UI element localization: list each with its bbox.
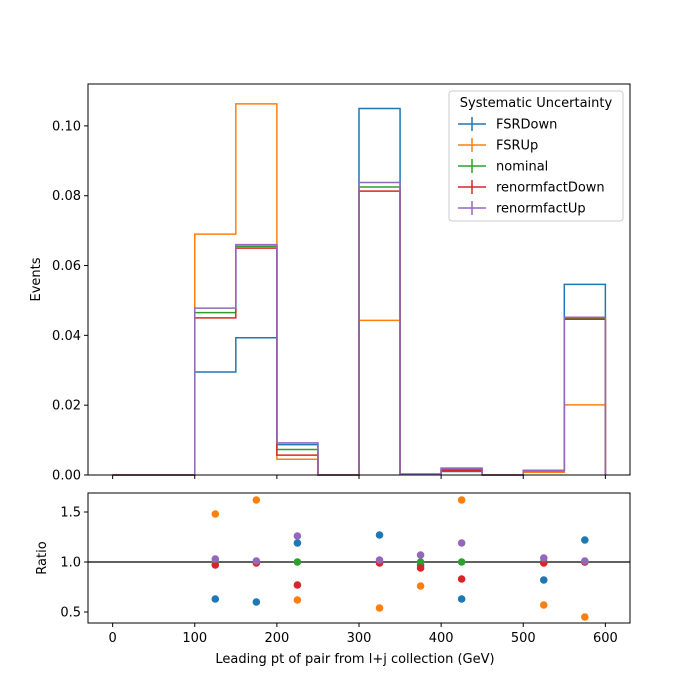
ratio-point — [252, 598, 261, 606]
legend-label: FSRDown — [496, 118, 557, 133]
bottom-plot-area — [88, 493, 630, 623]
legend-entry-FSRDown: FSRDown — [458, 117, 557, 133]
ratio-point — [581, 557, 589, 565]
ratio-point — [539, 554, 548, 562]
top-y-tick-label: 0.08 — [52, 189, 81, 204]
ratio-point — [416, 582, 425, 590]
ratio-point — [581, 536, 589, 544]
legend-entry-renormfactDown: renormfactDown — [458, 180, 605, 196]
ratio-point — [375, 604, 384, 612]
legend-label: renormfactDown — [496, 181, 605, 196]
bottom-y-tick-label: 1.0 — [60, 556, 81, 571]
legend: Systematic Uncertainty FSRDown FSRUp nomin… — [448, 90, 624, 222]
ratio-point — [211, 555, 220, 563]
legend-entry-FSRUp: FSRUp — [458, 138, 538, 154]
legend-title: Systematic Uncertainty — [460, 96, 613, 111]
ratio-point — [293, 596, 302, 604]
bottom-x-tick-label: 0 — [108, 631, 116, 646]
ratio-point — [211, 595, 220, 603]
ratio-series-FSRUp — [211, 496, 589, 621]
ratio-point — [293, 581, 302, 589]
ratio-point — [293, 558, 302, 566]
top-x-ticks — [112, 475, 606, 479]
ratio-point — [457, 558, 466, 566]
ratio-point — [293, 532, 302, 540]
histogram-renormfactUp — [112, 181, 607, 476]
ratio-point — [457, 595, 466, 603]
legend-label: renormfactUp — [496, 202, 586, 217]
ratio-point — [539, 601, 548, 609]
legend-label: FSRUp — [496, 139, 538, 154]
bottom-x-tick-label: 500 — [511, 631, 536, 646]
ratio-point — [539, 576, 548, 584]
bottom-y-ticks: 0.5 1.0 1.5 — [60, 506, 88, 621]
bottom-y-tick-label: 0.5 — [60, 606, 81, 621]
top-y-tick-label: 0.06 — [52, 259, 81, 274]
ratio-point — [293, 539, 302, 547]
top-y-axis-label: Events — [29, 257, 44, 301]
ratio-point — [416, 551, 425, 559]
ratio-point — [581, 613, 589, 621]
ratio-point — [252, 496, 261, 504]
ratio-point — [457, 575, 466, 583]
histogram-FSRUp — [112, 103, 607, 476]
top-histograms — [112, 103, 607, 476]
legend-entry-nominal: nominal — [458, 159, 548, 175]
top-y-tick-label: 0.10 — [52, 119, 81, 134]
ratio-point — [375, 531, 384, 539]
top-y-tick-label: 0.00 — [52, 469, 81, 484]
legend-entries: FSRDown FSRUp nominal renormfactDown renormf… — [458, 117, 605, 217]
bottom-axes-frame — [87, 492, 631, 624]
ratio-point — [416, 558, 425, 566]
legend-label: nominal — [496, 160, 548, 175]
ratio-series-renormfactUp — [211, 532, 589, 565]
top-y-tick-label: 0.04 — [52, 329, 81, 344]
ratio-point — [375, 556, 384, 564]
ratio-points — [211, 496, 589, 621]
ratio-point — [211, 561, 220, 569]
bottom-x-tick-label: 300 — [347, 631, 372, 646]
bottom-x-tick-label: 600 — [593, 631, 618, 646]
top-axes-frame — [87, 83, 631, 476]
bottom-x-axis-label: Leading pt of pair from l+j collection (… — [215, 652, 494, 667]
ratio-point — [252, 557, 261, 565]
bottom-x-tick-label: 400 — [429, 631, 454, 646]
ratio-point — [416, 564, 425, 572]
top-y-ticks: 0.00 0.02 0.04 0.06 0.08 0.10 — [52, 119, 88, 484]
top-y-tick-label: 0.02 — [52, 399, 81, 414]
bottom-x-tick-label: 100 — [182, 631, 207, 646]
bottom-y-axis-label: Ratio — [35, 541, 50, 574]
bottom-panel: 0.5 1.0 1.5 0 100 200 300 400 500 600 Ratio Lead… — [35, 492, 631, 667]
ratio-point — [457, 539, 466, 547]
bottom-x-tick-label: 200 — [264, 631, 289, 646]
legend-entry-renormfactUp: renormfactUp — [458, 201, 586, 217]
bottom-x-ticks: 0 100 200 300 400 500 600 — [108, 623, 618, 646]
ratio-point — [211, 510, 220, 518]
bottom-y-tick-label: 1.5 — [60, 506, 81, 521]
top-panel: 0.00 0.02 0.04 0.06 0.08 0.10 Events Systemat… — [29, 83, 631, 484]
legend-box — [448, 90, 624, 222]
ratio-point — [457, 496, 466, 504]
